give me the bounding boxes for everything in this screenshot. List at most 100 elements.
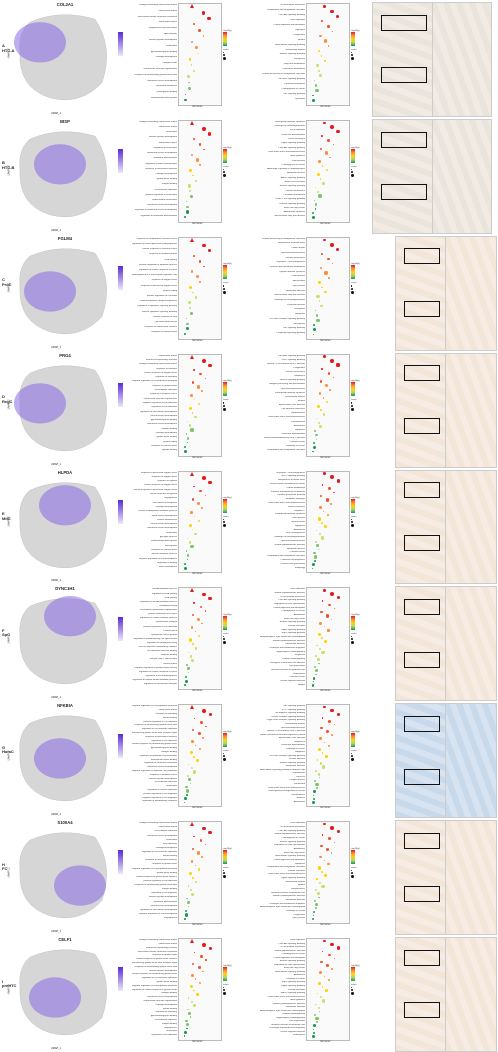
legend-size-dot — [223, 638, 225, 641]
term-marker — [190, 511, 194, 514]
legend-gradient — [223, 382, 227, 397]
term-marker — [208, 597, 212, 601]
term-label: Amoebiasis — [293, 847, 305, 850]
umap-scatter — [19, 832, 107, 919]
legend-count-title: count — [351, 399, 357, 402]
term-marker — [333, 841, 335, 843]
term-marker — [323, 626, 325, 628]
term-marker — [208, 946, 212, 951]
term-label: endochondral bone growth — [151, 97, 177, 100]
term-marker — [190, 973, 194, 977]
term-marker — [201, 856, 204, 859]
term-marker — [325, 169, 328, 172]
term-label: regulation of mRNA metabolic process — [139, 600, 177, 603]
term-label: regulation of cell adhesion — [151, 739, 177, 742]
term-label: proteoglycan binding — [156, 91, 177, 94]
term-label: response to transforming growth factor b… — [134, 884, 177, 887]
legend-size-dot — [351, 875, 354, 879]
umap-plot: DYNC1H1 UMAP_1 UMAP_2 — [6, 586, 124, 699]
legend-size-dot — [223, 51, 225, 53]
chart-plot-area — [306, 704, 350, 808]
legend-size-dot — [223, 285, 225, 287]
legend-title: -log10(p) — [223, 146, 232, 149]
term-marker — [201, 622, 204, 625]
term-marker — [323, 860, 325, 862]
term-label: Protein digestion and absorption — [273, 858, 305, 861]
term-label: Cellular senescence — [285, 256, 305, 259]
term-label: cellular carbohydrate metabolic process — [138, 510, 177, 513]
term-label: intrinsic apoptotic signaling pathway — [142, 310, 177, 313]
term-marker — [189, 588, 194, 593]
term-marker — [336, 247, 340, 252]
umap-scatter — [14, 14, 107, 101]
term-marker — [187, 672, 189, 674]
term-marker — [189, 638, 193, 642]
go-bubble-chart: collagen-containing extracellular matrix… — [132, 821, 250, 928]
legend-count-title: count — [351, 633, 357, 636]
term-label: Hypertrophic cardiomyopathy — [276, 1016, 305, 1019]
term-marker — [327, 371, 331, 375]
term-label: skeletal system development — [148, 896, 177, 899]
legend-size-dot — [223, 404, 225, 407]
term-marker — [325, 848, 329, 852]
term-label: Relaxin signaling pathway — [279, 761, 305, 764]
term-label: AGE-RAGE signaling pathway — [275, 43, 305, 46]
term-marker — [326, 400, 329, 404]
term-label: regulation of biomineral tissue developm… — [134, 209, 177, 212]
term-marker — [322, 355, 326, 359]
term-marker — [191, 381, 195, 384]
term-marker — [320, 409, 322, 412]
term-marker — [312, 99, 315, 102]
term-label: protein localization to nucleus — [148, 613, 177, 616]
term-marker — [330, 968, 333, 970]
term-label: Alzheimer disease — [287, 547, 305, 550]
term-marker — [195, 992, 199, 996]
term-label: AGE-RAGE signaling pathway — [275, 855, 305, 858]
term-label: lipid transport — [163, 33, 177, 36]
chart-legend: -log10(p) count — [351, 848, 363, 879]
legend-gradient — [223, 733, 227, 748]
term-marker — [188, 523, 193, 527]
term-label: Focal adhesion — [290, 939, 305, 942]
term-marker — [318, 662, 320, 665]
term-label: skeletal system development — [148, 777, 177, 780]
term-marker — [190, 40, 194, 43]
term-label: Chronic myeloid leukemia — [279, 1030, 305, 1033]
term-label: FoxO signaling pathway — [281, 358, 305, 361]
term-marker — [311, 567, 314, 570]
ihc-image — [432, 2, 492, 117]
legend-size-dot — [351, 992, 354, 996]
term-label: cell-cell adhesion mediated by cadherin — [138, 646, 177, 649]
term-marker — [324, 271, 328, 275]
term-marker — [185, 785, 188, 789]
term-label: Longevity regulating pathway — [276, 331, 305, 334]
term-label: Dilated cardiomyopathy — [282, 658, 305, 661]
chart-legend: -log10(p) count — [223, 848, 235, 879]
term-label: Rheumatoid arthritis — [285, 395, 305, 398]
ihc-image — [395, 235, 447, 351]
chart-plot-area — [178, 236, 222, 340]
term-marker — [184, 684, 187, 687]
term-marker — [319, 762, 322, 765]
term-label: Prostate cancer — [289, 441, 305, 444]
term-marker — [197, 52, 200, 55]
term-marker — [324, 755, 328, 758]
term-marker — [331, 30, 333, 32]
term-label: Glycolysis — [295, 28, 305, 31]
term-label: Arrhythmogenic right ventricular cardiom… — [260, 636, 305, 639]
term-marker — [191, 153, 194, 156]
legend-gradient — [223, 148, 227, 163]
term-label: collagen-containing extracellular matrix — [139, 363, 177, 366]
ihc-image — [372, 2, 434, 117]
term-label: cartilage development — [155, 1003, 177, 1006]
term-label: negative regulation of cell population p… — [132, 984, 177, 987]
term-label: osteoblast differentiation — [153, 157, 177, 160]
term-label: cellular response to chemical stress — [142, 248, 177, 251]
term-marker — [321, 870, 324, 873]
legend-size-dot — [351, 519, 353, 521]
panel-letter: G — [2, 744, 6, 750]
term-marker — [199, 839, 203, 843]
term-marker — [322, 413, 326, 416]
ihc-zoom-box — [404, 949, 440, 966]
legend-size-dot — [223, 173, 226, 177]
